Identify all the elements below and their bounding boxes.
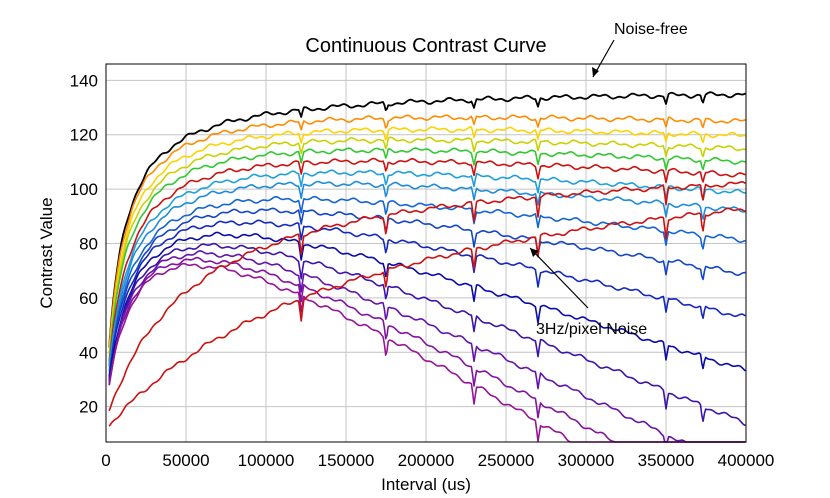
- series-line: [108, 114, 746, 349]
- series-line: [108, 231, 746, 381]
- x-tick-label: 350000: [638, 451, 695, 470]
- x-tick-label: 150000: [318, 451, 375, 470]
- y-tick-label: 20: [79, 398, 98, 417]
- y-tick-labels: 20 40 60 80 100 120 140: [70, 71, 98, 416]
- x-tick-label: 300000: [558, 451, 615, 470]
- series-line: [108, 207, 746, 427]
- noise-free-arrowhead: [592, 67, 599, 77]
- series-line: [108, 242, 746, 427]
- x-tick-label: 400000: [718, 451, 775, 470]
- x-tick-label: 100000: [238, 451, 295, 470]
- series-line: [108, 181, 746, 412]
- y-tick-label: 120: [70, 126, 98, 145]
- x-tick-label: 250000: [478, 451, 535, 470]
- series-line: [108, 147, 746, 363]
- y-tick-label: 140: [70, 71, 98, 90]
- series-line: [108, 136, 746, 361]
- annotation-noise: 3Hz/pixel Noise: [536, 321, 647, 338]
- x-axis-label: Interval (us): [381, 475, 471, 494]
- y-tick-label: 100: [70, 180, 98, 199]
- chart-title: Continuous Contrast Curve: [305, 35, 546, 57]
- annotations: Noise-free 3Hz/pixel Noise: [529, 21, 688, 338]
- y-tick-label: 60: [79, 289, 98, 308]
- x-tick-label: 200000: [398, 451, 455, 470]
- plot-frame: [105, 63, 747, 443]
- x-tick-label: 0: [101, 451, 110, 470]
- series-line: [108, 126, 746, 355]
- y-axis-label: Contrast Value: [37, 197, 56, 308]
- x-tick-label: 50000: [162, 451, 209, 470]
- series-line: [108, 157, 746, 366]
- series-line: [108, 180, 746, 372]
- x-tick-labels: 0 50000 100000 150000 200000 250000 300000 3500…: [101, 451, 774, 470]
- series-line: [108, 262, 746, 443]
- y-tick-label: 80: [79, 234, 98, 253]
- y-tick-label: 40: [79, 343, 98, 362]
- noise-arrowhead: [530, 248, 539, 257]
- series-line: [108, 169, 746, 368]
- series-line: [108, 195, 746, 377]
- annotation-noise-free: Noise-free: [614, 21, 688, 38]
- series-layer: [108, 91, 746, 443]
- series-line: [108, 91, 746, 347]
- series-line: [108, 256, 746, 443]
- series-line: [108, 250, 746, 443]
- noise-arrow-line: [529, 247, 589, 309]
- series-line: [108, 219, 746, 378]
- series-line: [108, 207, 746, 378]
